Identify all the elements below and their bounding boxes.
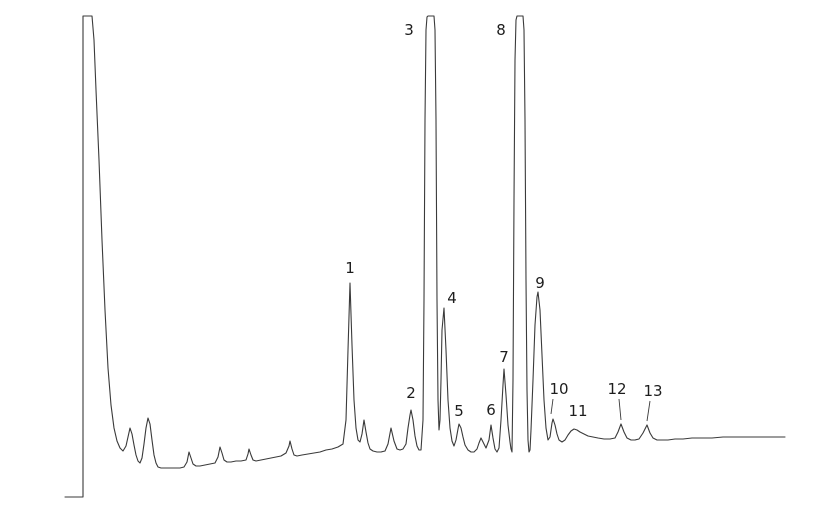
peak-leader-lines <box>550 398 651 422</box>
peak-label-12: 12 <box>607 380 626 398</box>
detector-response-trace <box>64 15 786 498</box>
peak-label-8: 8 <box>496 21 506 39</box>
chromatogram-trace-group <box>64 15 786 498</box>
peak-label-3: 3 <box>404 21 414 39</box>
peak-label-6: 6 <box>486 401 496 419</box>
peak-label-11: 11 <box>568 402 587 420</box>
peak-label-10: 10 <box>549 380 568 398</box>
peak-leader-line-10 <box>550 398 554 415</box>
peak-leader-line-12 <box>618 398 622 421</box>
peak-label-7: 7 <box>499 348 509 366</box>
peak-label-13: 13 <box>643 382 662 400</box>
peak-label-1: 1 <box>345 259 355 277</box>
peak-label-4: 4 <box>447 289 457 307</box>
peak-label-2: 2 <box>406 384 416 402</box>
peak-label-5: 5 <box>454 402 464 420</box>
peak-leader-line-13 <box>646 400 651 422</box>
peak-label-9: 9 <box>535 274 545 292</box>
